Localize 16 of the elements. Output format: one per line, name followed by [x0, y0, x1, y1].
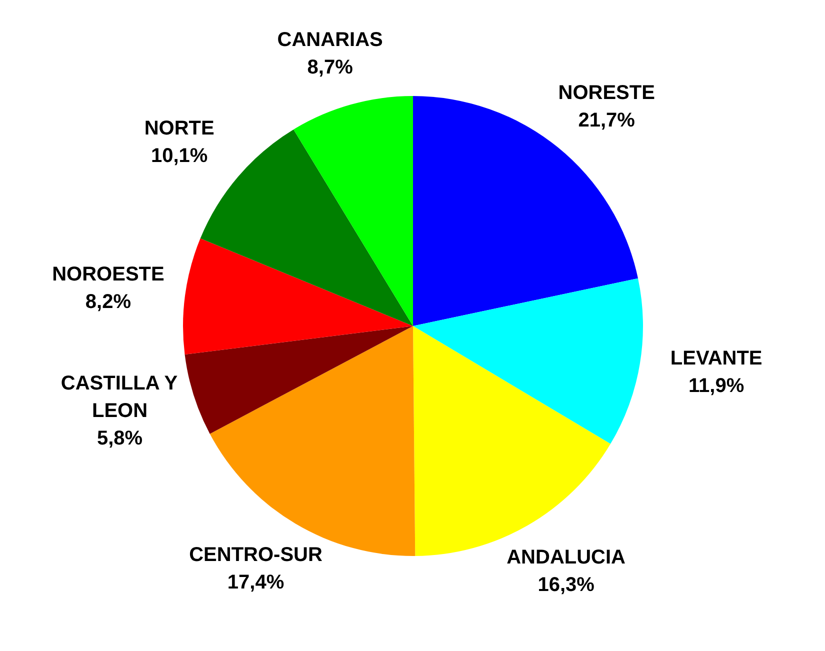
data-label: 10,1% [150, 145, 208, 168]
slice-label: NORESTE [558, 82, 655, 104]
data-label: 21,7% [578, 109, 636, 132]
slice-label: NOROESTE [52, 264, 164, 286]
data-label: 8,2% [85, 291, 132, 314]
data-label: 16,3% [538, 574, 595, 596]
slice-label: LEVANTE [670, 348, 762, 370]
slice-label: ANDALUCIA [506, 546, 626, 568]
slice-label: CENTRO-SUR [189, 544, 324, 566]
data-label: 11,9% [688, 375, 744, 398]
data-label: 8,7% [307, 56, 354, 79]
slice-label: NORTE [144, 118, 214, 140]
slice-label: CANARIAS [277, 29, 383, 52]
slice-label: CASTILLA Y LEON [60, 372, 178, 422]
data-label: 17,4% [227, 572, 284, 594]
data-label: 5,8% [96, 428, 143, 450]
